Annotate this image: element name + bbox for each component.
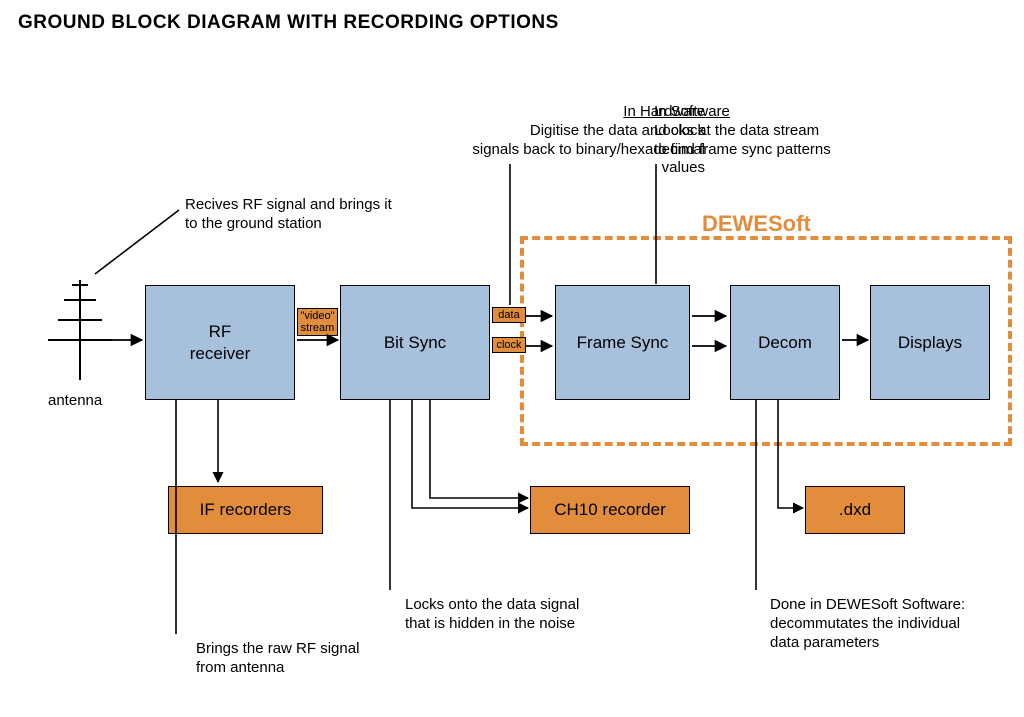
block-dxd: .dxd xyxy=(805,486,905,534)
dewesoft-label: DEWESoft xyxy=(702,210,811,238)
annotation-rf-bottom: Brings the raw RF signalfrom antenna xyxy=(196,640,359,678)
annotation-software: In SoftwareLooks at the data streamto fi… xyxy=(654,103,831,159)
annotation-bitsync: Locks onto the data signalthat is hidden… xyxy=(405,596,579,634)
block-frame-sync: Frame Sync xyxy=(555,285,690,400)
tag-video-stream: "video"stream xyxy=(297,308,338,336)
annotation-rf-top: Recives RF signal and brings itto the gr… xyxy=(185,196,392,234)
antenna-label: antenna xyxy=(48,392,102,411)
diagram-title: GROUND BLOCK DIAGRAM WITH RECORDING OPTI… xyxy=(18,12,559,34)
block-if-recorders: IF recorders xyxy=(168,486,323,534)
antenna-icon xyxy=(48,280,112,380)
block-rf-receiver: RFreceiver xyxy=(145,285,295,400)
diagram-stage: GROUND BLOCK DIAGRAM WITH RECORDING OPTI… xyxy=(0,0,1024,717)
block-ch10-recorder: CH10 recorder xyxy=(530,486,690,534)
block-bit-sync: Bit Sync xyxy=(340,285,490,400)
tag-data: data xyxy=(492,307,526,323)
annotation-decom: Done in DEWESoft Software:decommutates t… xyxy=(770,596,965,652)
block-displays: Displays xyxy=(870,285,990,400)
block-decom: Decom xyxy=(730,285,840,400)
tag-clock: clock xyxy=(492,337,526,353)
